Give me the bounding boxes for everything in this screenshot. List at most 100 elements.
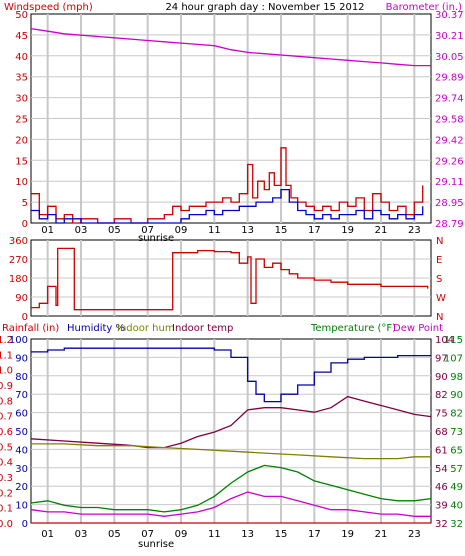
temp-y-tick-b: 57 xyxy=(450,464,463,475)
temp-y-tick-b: 107 xyxy=(444,353,463,364)
hum-y-tick: 90 xyxy=(15,353,28,364)
barometer-axis-title: Barometer (in.) xyxy=(386,2,462,13)
rain-y-tick: 0.5 xyxy=(0,442,13,453)
sunrise-label-top: sunrise xyxy=(138,233,174,244)
rain-y-tick: 1.2 xyxy=(0,335,13,346)
hum-y-tick: 10 xyxy=(15,501,28,512)
x-tick-label: 05 xyxy=(108,529,121,540)
wind-y-tick: 50 xyxy=(15,10,28,21)
rain-y-tick: 0.2 xyxy=(0,488,13,499)
rain-y-tick: 0.6 xyxy=(0,427,13,438)
hum-y-tick: 80 xyxy=(15,372,28,383)
baro-y-tick: 30.05 xyxy=(435,52,464,63)
x-tick-label: 07 xyxy=(141,529,154,540)
x-tick-label: 13 xyxy=(241,225,254,236)
indoor-temp-legend: Indoor temp xyxy=(172,323,233,334)
x-tick-label: 11 xyxy=(208,529,221,540)
temp-y-tick-a: 46 xyxy=(435,482,448,493)
series-line-wind-direction xyxy=(31,247,429,311)
temp-y-tick-a: 104 xyxy=(435,335,454,346)
dir-compass-tick: E xyxy=(436,255,442,266)
wind-axis-title: Windspeed (mph) xyxy=(4,2,93,13)
series-line-humidity- xyxy=(31,347,431,403)
series-line-temperature-f- xyxy=(30,464,432,513)
baro-y-tick: 29.58 xyxy=(435,115,464,126)
temp-y-tick-a: 54 xyxy=(435,464,448,475)
series-line-barometer-in- xyxy=(30,27,431,67)
dir-y-tick: 360 xyxy=(9,236,28,247)
rain-y-tick: 0.0 xyxy=(0,519,13,530)
temp-y-tick-b: 65 xyxy=(450,445,463,456)
temp-y-tick-b: 73 xyxy=(450,427,463,438)
x-tick-label: 23 xyxy=(408,529,421,540)
dewpoint-legend: Dew Point xyxy=(393,323,443,334)
hum-y-tick: 30 xyxy=(15,464,28,475)
wind-y-tick: 40 xyxy=(15,52,28,63)
x-tick-label: 23 xyxy=(408,225,421,236)
x-tick-label: 05 xyxy=(108,225,121,236)
rain-y-tick: 0.3 xyxy=(0,473,13,484)
x-tick-label: 11 xyxy=(208,225,221,236)
series-layer xyxy=(30,27,432,524)
temp-y-tick-a: 82 xyxy=(435,390,448,401)
dir-y-tick: 90 xyxy=(15,293,28,304)
x-tick-label: 15 xyxy=(275,225,288,236)
temp-y-tick-b: 90 xyxy=(450,390,463,401)
temp-y-tick-b: 98 xyxy=(450,372,463,383)
grid-layer xyxy=(31,14,431,523)
wind-y-tick: 10 xyxy=(15,177,28,188)
x-tick-label: 07 xyxy=(141,225,154,236)
chart-title: 24 hour graph day : November 15 2012 xyxy=(165,2,364,13)
wind-y-tick: 5 xyxy=(22,198,28,209)
x-tick-label: 17 xyxy=(308,529,321,540)
x-tick-label: 03 xyxy=(75,529,88,540)
wind-y-tick: 20 xyxy=(15,135,28,146)
baro-y-tick: 30.21 xyxy=(435,31,464,42)
x-tick-label: 01 xyxy=(41,225,54,236)
x-tick-label: 19 xyxy=(341,225,354,236)
rain-y-tick: 1.0 xyxy=(0,366,13,377)
temp-y-tick-b: 49 xyxy=(450,482,463,493)
sunrise-label-bottom: sunrise xyxy=(138,539,174,550)
baro-y-tick: 28.79 xyxy=(435,219,464,230)
dir-compass-tick: N xyxy=(436,236,443,247)
x-tick-label: 03 xyxy=(75,225,88,236)
humidity-legend: Humidity % xyxy=(67,323,125,334)
temp-y-tick-a: 68 xyxy=(435,427,448,438)
series-line-wind-speed xyxy=(31,188,424,224)
temp-y-tick-b: 115 xyxy=(444,335,463,346)
wind-y-tick: 35 xyxy=(15,73,28,84)
baro-y-tick: 29.11 xyxy=(435,177,464,188)
baro-y-tick: 29.74 xyxy=(435,94,464,105)
x-tick-label: 19 xyxy=(341,529,354,540)
hum-y-tick: 70 xyxy=(15,390,28,401)
wind-y-tick: 45 xyxy=(15,31,28,42)
temp-y-tick-a: 97 xyxy=(435,353,448,364)
dir-y-tick: 180 xyxy=(9,274,28,285)
x-tick-label: 21 xyxy=(375,529,388,540)
temp-y-tick-b: 32 xyxy=(450,519,463,530)
temp-y-tick-a: 75 xyxy=(435,409,448,420)
rain-y-tick: 0.8 xyxy=(0,396,13,407)
temp-y-tick-a: 39 xyxy=(435,501,448,512)
dir-compass-tick: N xyxy=(436,312,443,323)
temp-y-tick-b: 82 xyxy=(450,409,463,420)
temp-y-tick-b: 40 xyxy=(450,501,463,512)
indoor-hum-legend: Indoor hum xyxy=(117,323,175,334)
hum-y-tick: 50 xyxy=(15,427,28,438)
wind-y-tick: 15 xyxy=(15,156,28,167)
rain-y-tick: 0.4 xyxy=(0,458,13,469)
baro-y-tick: 29.42 xyxy=(435,135,464,146)
rain-y-tick: 0.7 xyxy=(0,412,13,423)
x-tick-label: 09 xyxy=(175,529,188,540)
temp-y-tick-a: 61 xyxy=(435,445,448,456)
hum-y-tick: 40 xyxy=(15,445,28,456)
baro-y-tick: 30.37 xyxy=(435,10,464,21)
wind-y-tick: 30 xyxy=(15,94,28,105)
x-tick-label: 17 xyxy=(308,225,321,236)
temperature-legend: Temperature (°F) xyxy=(310,323,396,334)
hum-y-tick: 100 xyxy=(9,335,28,346)
x-tick-label: 09 xyxy=(175,225,188,236)
